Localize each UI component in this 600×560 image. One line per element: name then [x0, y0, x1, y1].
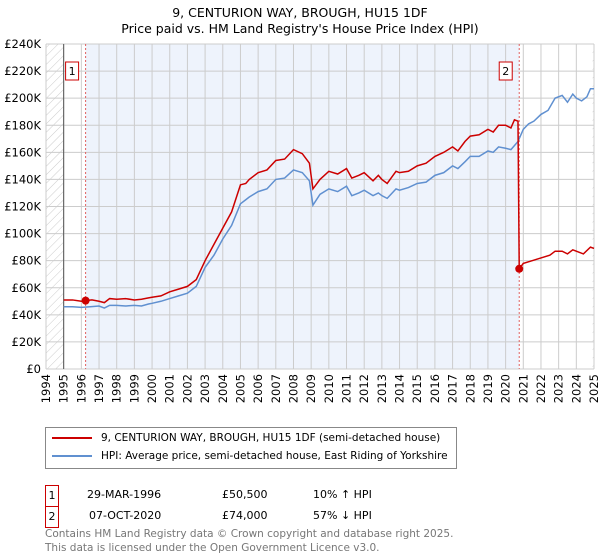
y-tick-label: £80K	[12, 254, 42, 268]
y-tick-label: £120K	[4, 200, 41, 214]
x-tick-label: 2014	[393, 374, 407, 403]
transaction-hpi: 10% ↑ HPI	[313, 488, 372, 501]
legend-label: 9, CENTURION WAY, BROUGH, HU15 1DF (semi…	[101, 432, 441, 444]
x-tick-label: 2001	[163, 374, 177, 403]
transaction-row: 2 07-OCT-2020 £74,000 57% ↓ HPI	[45, 506, 545, 528]
transaction-date: 29-MAR-1996	[87, 488, 162, 501]
x-tick-label: 2011	[340, 374, 354, 403]
legend-item-property: 9, CENTURION WAY, BROUGH, HU15 1DF (semi…	[52, 432, 440, 444]
x-tick-label: 2018	[463, 374, 477, 403]
x-tick-label: 2003	[198, 374, 212, 403]
series-line	[63, 87, 594, 309]
chart-title: 9, CENTURION WAY, BROUGH, HU15 1DF	[172, 5, 428, 20]
transaction-date: 07-OCT-2020	[89, 509, 162, 522]
y-tick-label: £60K	[12, 281, 42, 295]
x-tick-label: 2005	[233, 374, 247, 403]
x-tick-label: 1997	[92, 374, 106, 403]
transaction-badge: 1	[45, 485, 59, 507]
x-tick-label: 2010	[322, 374, 336, 403]
y-tick-label: £0	[26, 362, 41, 376]
legend-swatch-red	[52, 437, 92, 439]
x-tick-label: 1998	[110, 374, 124, 403]
y-tick-label: £200K	[4, 91, 41, 105]
footer-line: This data is licensed under the Open Gov…	[45, 542, 380, 554]
chart-subtitle: Price paid vs. HM Land Registry's House …	[121, 21, 479, 36]
legend-swatch-blue	[52, 455, 92, 457]
transaction-badge: 2	[45, 506, 59, 528]
x-tick-label: 2017	[446, 374, 460, 403]
price-chart: £0 £20K £40K £60K £80K £100K £120K £140K £160K £1…	[4, 37, 600, 403]
x-tick-label: 1995	[57, 374, 71, 403]
x-tick-label: 2024	[569, 374, 583, 403]
sale-badge	[498, 61, 513, 81]
y-tick-label: £220K	[4, 64, 41, 78]
x-tick-label: 2021	[516, 374, 530, 403]
sale-badge	[65, 61, 80, 81]
transaction-price: £50,500	[222, 488, 268, 501]
x-tick-label: 2002	[180, 374, 194, 403]
y-tick-label: £20K	[12, 335, 42, 349]
transaction-price: £74,000	[222, 509, 268, 522]
x-tick-label: 2022	[534, 374, 548, 403]
legend: 9, CENTURION WAY, BROUGH, HU15 1DF (semi…	[45, 427, 457, 469]
x-tick-label: 2008	[286, 374, 300, 403]
y-tick-label: £140K	[4, 172, 41, 186]
x-tick-label: 2000	[145, 374, 159, 403]
footer-line: Contains HM Land Registry data © Crown c…	[45, 528, 454, 540]
x-tick-label: 1994	[39, 374, 53, 403]
sale-badge-label: 1	[69, 65, 76, 78]
x-tick-label: 2013	[375, 374, 389, 403]
x-tick-label: 2009	[304, 374, 318, 403]
x-tick-label: 2020	[499, 374, 513, 403]
transaction-row: 1 29-MAR-1996 £50,500 10% ↑ HPI	[45, 485, 545, 507]
sale-badge-label: 2	[502, 65, 509, 78]
x-tick-label: 2012	[357, 374, 371, 403]
series-line	[63, 118, 595, 304]
sale-point	[81, 296, 90, 305]
x-tick-label: 2019	[481, 374, 495, 403]
x-tick-label: 2016	[428, 374, 442, 403]
y-tick-label: £100K	[4, 227, 41, 241]
y-tick-label: £160K	[4, 145, 41, 159]
x-tick-label: 2004	[216, 374, 230, 403]
legend-label: HPI: Average price, semi-detached house,…	[101, 450, 448, 462]
x-tick-label: 2023	[552, 374, 566, 403]
x-tick-label: 2025	[587, 374, 600, 403]
transaction-hpi: 57% ↓ HPI	[313, 509, 372, 522]
x-tick-label: 2007	[269, 374, 283, 403]
x-tick-label: 1999	[127, 374, 141, 403]
sale-point	[515, 264, 524, 273]
x-tick-label: 2015	[410, 374, 424, 403]
legend-item-hpi: HPI: Average price, semi-detached house,…	[52, 450, 448, 462]
y-tick-label: £180K	[4, 118, 41, 132]
y-tick-label: £240K	[4, 37, 41, 51]
x-tick-label: 1996	[74, 374, 88, 403]
x-tick-label: 2006	[251, 374, 265, 403]
footer: Contains HM Land Registry data © Crown c…	[45, 527, 453, 555]
y-tick-label: £40K	[12, 308, 42, 322]
